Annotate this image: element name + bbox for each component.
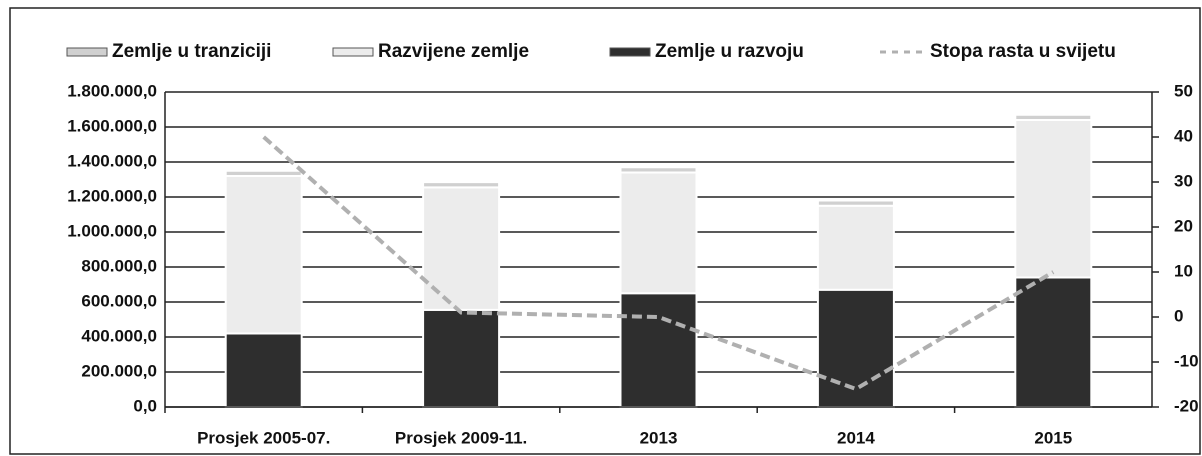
y-tick-label: 1.800.000,0: [67, 81, 157, 100]
y2-tick-label: -10: [1174, 351, 1199, 370]
legend-label: Stopa rasta u svijetu: [930, 41, 1116, 62]
bar-segment: [224, 169, 303, 177]
y2-tick-label: 40: [1174, 126, 1193, 145]
y-tick-label: 1.600.000,0: [67, 116, 157, 135]
y-tick-label: 1.400.000,0: [67, 151, 157, 170]
legend-swatch: [66, 47, 108, 57]
x-tick-label: 2013: [640, 428, 678, 447]
y2-tick-label: 0: [1174, 306, 1183, 325]
y-tick-label: 200.000,0: [81, 361, 157, 380]
x-tick-label: 2014: [837, 428, 875, 447]
x-tick-label: 2015: [1034, 428, 1072, 447]
bar-segment: [816, 204, 895, 291]
bar-segment: [1014, 119, 1093, 279]
y2-tick-label: 20: [1174, 216, 1193, 235]
legend-swatch: [332, 47, 374, 57]
bar-segment: [224, 175, 303, 335]
bar-segment: [422, 181, 501, 189]
y-tick-label: 1.200.000,0: [67, 186, 157, 205]
y-tick-label: 800.000,0: [81, 256, 157, 275]
y-tick-label: 400.000,0: [81, 326, 157, 345]
legend-label: Razvijene zemlje: [378, 41, 529, 62]
bar-segment: [1014, 113, 1093, 121]
bar-segment: [224, 332, 303, 408]
legend-label: Zemlje u razvoju: [655, 41, 804, 62]
bar-segment: [1014, 276, 1093, 408]
bar-segment: [619, 171, 698, 295]
y-tick-label: 1.000.000,0: [67, 221, 157, 240]
y2-tick-label: 10: [1174, 261, 1193, 280]
bar-segment: [816, 199, 895, 207]
legend-label: Zemlje u tranziciji: [112, 41, 271, 62]
bar-segment: [422, 308, 501, 408]
bar-segment: [816, 288, 895, 408]
chart-frame: [9, 7, 1201, 455]
bar-segment: [619, 166, 698, 174]
x-tick-label: Prosjek 2005-07.: [197, 428, 330, 447]
legend-swatch: [609, 47, 651, 57]
x-tick-label: Prosjek 2009-11.: [395, 428, 527, 447]
y2-tick-label: -20: [1174, 396, 1199, 415]
y-tick-label: 0,0: [133, 396, 157, 415]
bar-segment: [619, 292, 698, 408]
y2-tick-label: 30: [1174, 171, 1193, 190]
y-tick-label: 600.000,0: [81, 291, 157, 310]
y2-tick-label: 50: [1174, 81, 1193, 100]
